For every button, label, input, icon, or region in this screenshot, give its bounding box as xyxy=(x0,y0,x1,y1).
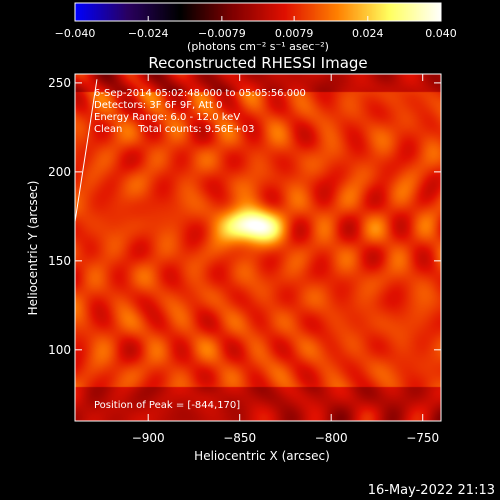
y-tick-label: 200 xyxy=(48,165,71,179)
chart-title: Reconstructed RHESSI Image xyxy=(148,54,367,72)
footer-timestamp: 16-May-2022 21:13 xyxy=(368,483,495,498)
y-tick-label: 100 xyxy=(48,343,71,357)
colorbar-frame xyxy=(74,2,442,22)
peak-position-label: Position of Peak = [-844,170] xyxy=(94,400,240,411)
plot-frame xyxy=(74,73,442,422)
y-axis-ticks: 100 150 200 250 xyxy=(48,76,441,357)
y-tick-label: 250 xyxy=(48,76,71,90)
x-axis-label: Heliocentric X (arcsec) xyxy=(194,449,330,463)
annotation-clean-counts: Clean Total counts: 9.56E+03 xyxy=(94,124,254,135)
colorbar-tick-label: −0.040 xyxy=(55,27,96,40)
annotation-time-range: 6-Sep-2014 05:02:48.000 to 05:05:56.000 xyxy=(94,88,306,99)
annotation-energy-range: Energy Range: 6.0 - 12.0 keV xyxy=(94,112,240,123)
colorbar-ticks: −0.040 −0.024 −0.0079 0.0079 0.024 0.040 xyxy=(55,16,457,40)
colorbar-tick-label: 0.024 xyxy=(352,27,384,40)
colorbar-tick-label: 0.0079 xyxy=(275,27,314,40)
solar-limb-line xyxy=(74,79,98,222)
x-axis-ticks: −900 −850 −800 −750 xyxy=(132,74,439,445)
annotation-detectors: Detectors: 3F 6F 9F, Att 0 xyxy=(94,100,222,111)
y-tick-label: 150 xyxy=(48,254,71,268)
x-tick-label: −850 xyxy=(223,431,256,445)
colorbar-tick-label: 0.040 xyxy=(425,27,457,40)
colorbar-tick-label: −0.024 xyxy=(128,27,169,40)
x-tick-label: −900 xyxy=(132,431,165,445)
y-axis-label: Heliocentric Y (arcsec) xyxy=(26,181,40,316)
colorbar-unit-label: (photons cm⁻² s⁻¹ asec⁻²) xyxy=(187,40,329,53)
x-tick-label: −750 xyxy=(406,431,439,445)
colorbar-tick-label: −0.0079 xyxy=(198,27,246,40)
x-tick-label: −800 xyxy=(315,431,348,445)
